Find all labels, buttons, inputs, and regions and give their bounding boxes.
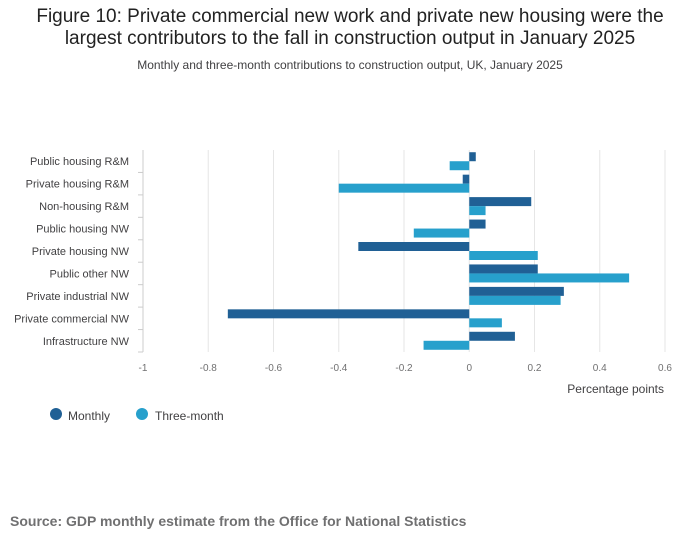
category-axis: Public housing R&M Private housing R&M Non…	[14, 150, 144, 353]
chart-title-line-2: largest contributors to the fall in cons…	[64, 28, 636, 49]
bar-monthly	[358, 242, 470, 251]
bar-monthly	[469, 197, 532, 207]
bar-monthly	[469, 152, 476, 162]
bar-monthly	[469, 219, 486, 229]
bar-three-month	[469, 318, 502, 328]
category-label: Infrastructure NW	[43, 336, 130, 348]
x-tick-label: 0.4	[593, 363, 607, 374]
bar-three-month	[469, 273, 630, 283]
category-label: Public housing NW	[36, 224, 130, 236]
legend-item-monthly-swatch	[50, 408, 62, 420]
bar-monthly	[227, 309, 470, 319]
category-label: Public housing R&M	[30, 156, 129, 168]
bar-monthly	[469, 331, 515, 341]
bar-three-month	[413, 228, 470, 238]
bar-three-month	[338, 183, 470, 193]
x-axis-title: Percentage points	[567, 382, 664, 396]
bar-three-month	[469, 295, 561, 305]
x-tick-label: 0.6	[658, 363, 672, 374]
chart-title: Figure 10: Private commercial new work a…	[0, 6, 700, 50]
bar-chart: Public housing R&M Private housing R&M Non…	[14, 150, 673, 423]
chart-title-line-1: Figure 10: Private commercial new work a…	[36, 6, 664, 27]
bar-monthly	[469, 264, 538, 274]
chart-subtitle: Monthly and three-month contributions to…	[137, 58, 563, 72]
bar-three-month	[449, 161, 470, 171]
bar-three-month	[423, 340, 470, 350]
bar-monthly	[462, 174, 470, 184]
category-label: Private housing R&M	[26, 179, 129, 191]
legend-item-three-month-label: Three-month	[155, 409, 224, 423]
category-label: Public other NW	[50, 268, 130, 280]
category-label: Private housing NW	[32, 246, 130, 258]
category-label: Private industrial NW	[26, 291, 129, 303]
x-tick-label: 0	[466, 363, 472, 374]
x-tick-label: -0.2	[395, 363, 413, 374]
x-axis-ticks: -1 -0.8 -0.6 -0.4 -0.2 0 0.2 0.4 0.6	[139, 363, 673, 374]
legend: Monthly Three-month	[50, 408, 224, 423]
source-note: Source: GDP monthly estimate from the Of…	[10, 513, 467, 529]
bars	[227, 152, 630, 350]
x-tick-label: -0.8	[200, 363, 218, 374]
bar-three-month	[469, 206, 486, 216]
x-tick-label: 0.2	[528, 363, 542, 374]
x-tick-label: -0.6	[265, 363, 283, 374]
bar-monthly	[469, 286, 564, 296]
legend-item-three-month-swatch	[136, 408, 148, 420]
x-tick-label: -1	[139, 363, 148, 374]
category-label: Private commercial NW	[14, 313, 130, 325]
x-tick-label: -0.4	[330, 363, 348, 374]
category-label: Non-housing R&M	[39, 201, 129, 213]
legend-item-monthly-label: Monthly	[68, 409, 110, 423]
bar-three-month	[469, 251, 538, 260]
